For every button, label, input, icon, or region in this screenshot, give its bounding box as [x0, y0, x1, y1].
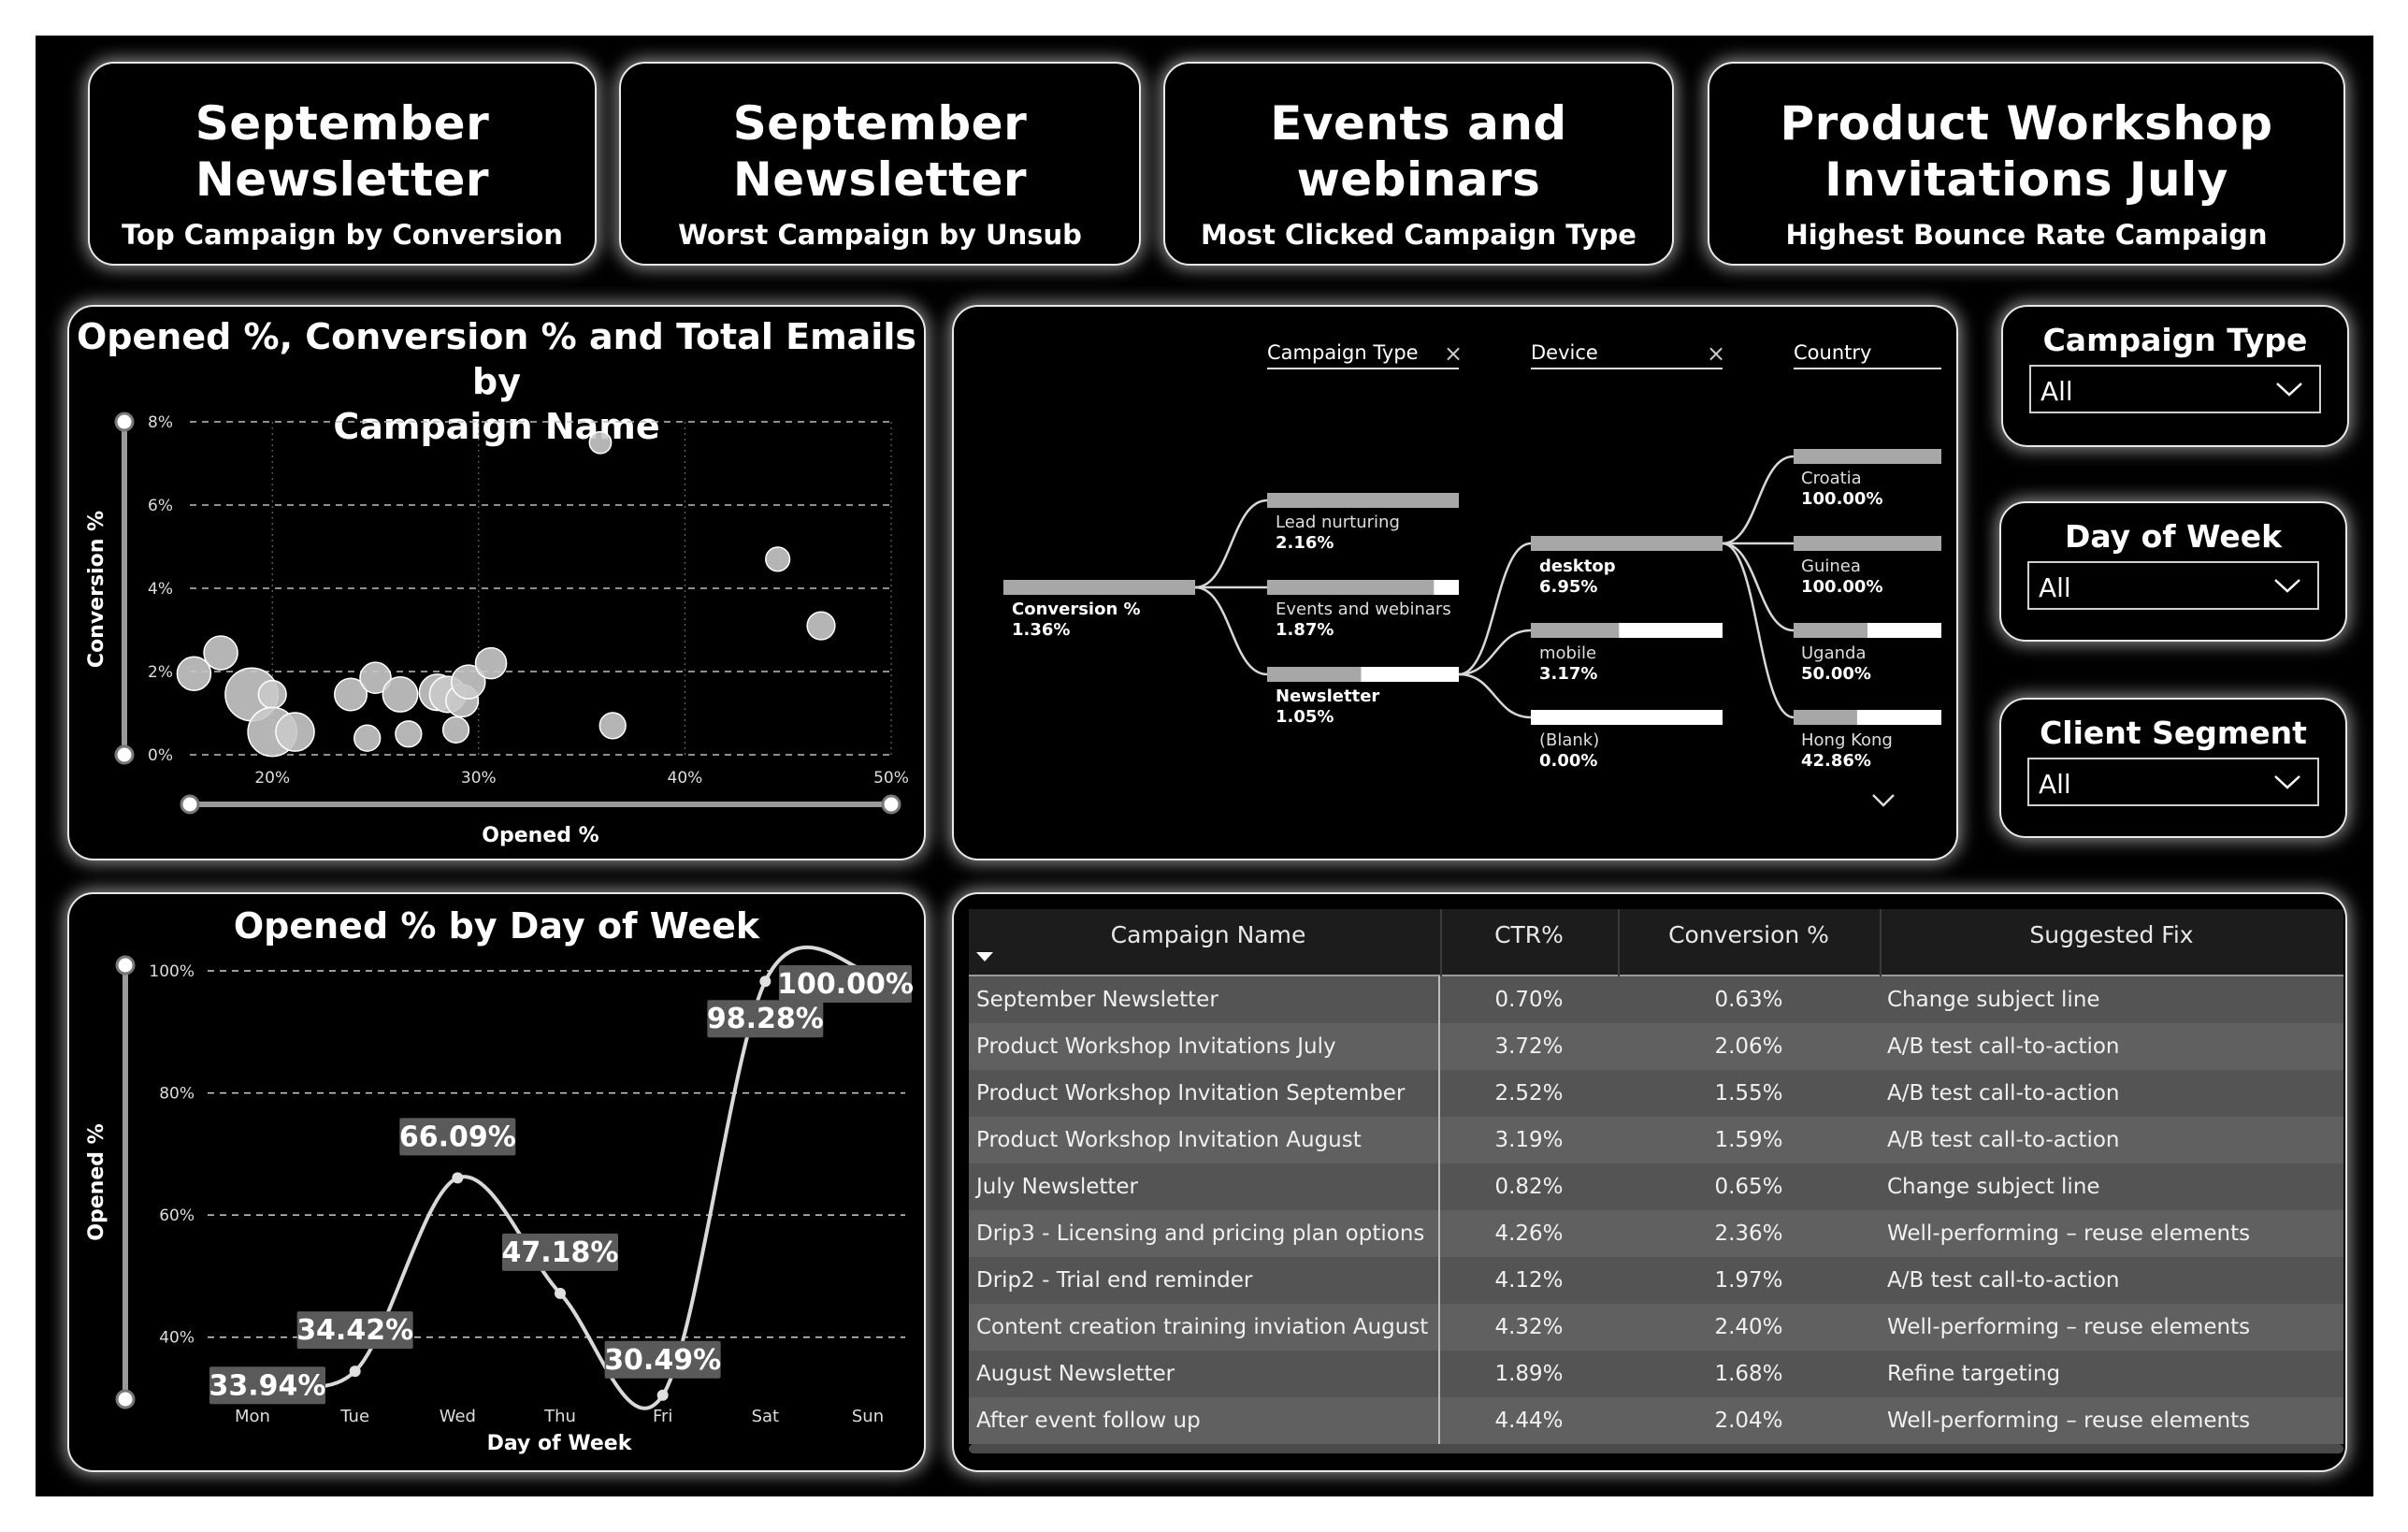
cell-suggested-fix: Change subject line: [1887, 1175, 2100, 1199]
header-divider: [1618, 909, 1620, 976]
cell-conversion: 1.59%: [1714, 1128, 1783, 1152]
cell-ctr: 4.32%: [1494, 1315, 1564, 1339]
campaign-type-dropdown[interactable]: All: [2029, 365, 2321, 413]
slicer-client-segment: Client Segment All: [1999, 698, 2347, 838]
cell-conversion: 2.40%: [1714, 1315, 1783, 1339]
slicer-campaign-type: Campaign Type All: [2001, 305, 2349, 447]
cell-suggested-fix: A/B test call-to-action: [1887, 1081, 2120, 1106]
chevron-down-icon[interactable]: [2272, 571, 2302, 600]
cell-conversion: 2.36%: [1714, 1221, 1783, 1246]
table-row[interactable]: Product Workshop Invitations July 3.72% 2.…: [969, 1023, 2343, 1070]
cell-ctr: 2.52%: [1494, 1081, 1564, 1106]
slicer-title: Day of Week: [2064, 518, 2283, 555]
cell-campaign-name: Drip3 - Licensing and pricing plan optio…: [969, 1210, 1440, 1257]
table-row[interactable]: Product Workshop Invitation August 3.19% 1…: [969, 1117, 2343, 1163]
cell-ctr: 3.19%: [1494, 1128, 1564, 1152]
table-row[interactable]: After event follow up 4.44% 2.04% Well-perf…: [969, 1397, 2343, 1444]
campaign-table: Campaign Name CTR% Conversion % Suggeste…: [969, 909, 2343, 1453]
client-segment-dropdown[interactable]: All: [2027, 758, 2319, 806]
kpi-value: Events and webinars: [1270, 96, 1567, 207]
cell-campaign-name: Product Workshop Invitation August: [969, 1117, 1440, 1163]
table-row[interactable]: July Newsletter 0.82% 0.65% Change subject …: [969, 1163, 2343, 1210]
kpi-caption: Top Campaign by Conversion: [122, 219, 563, 251]
decomposition-tree-card: [952, 305, 1958, 860]
cell-conversion: 1.55%: [1714, 1081, 1783, 1106]
chevron-down-icon[interactable]: [2272, 767, 2302, 797]
header-divider: [1440, 909, 1442, 976]
cell-conversion: 0.65%: [1714, 1175, 1783, 1199]
cell-suggested-fix: A/B test call-to-action: [1887, 1128, 2120, 1152]
slicer-title: Client Segment: [2040, 715, 2307, 751]
column-header-suggested-fix[interactable]: Suggested Fix: [2029, 921, 2194, 948]
kpi-value: September Newsletter: [195, 96, 490, 207]
cell-campaign-name: Drip2 - Trial end reminder: [969, 1257, 1440, 1304]
cell-suggested-fix: A/B test call-to-action: [1887, 1034, 2120, 1059]
line-chart-title: Opened % by Day of Week: [233, 905, 760, 947]
cell-suggested-fix: Well-performing – reuse elements: [1887, 1409, 2251, 1433]
cell-conversion: 0.63%: [1714, 988, 1783, 1012]
slicer-title: Campaign Type: [2042, 322, 2308, 358]
table-body: September Newsletter 0.70% 0.63% Change sub…: [969, 976, 2343, 1444]
chevron-down-icon[interactable]: [2274, 374, 2304, 404]
cell-campaign-name: August Newsletter: [969, 1351, 1440, 1397]
kpi-card-worst-campaign: September Newsletter Worst Campaign by Un…: [619, 62, 1141, 266]
table-row[interactable]: Content creation training inviation Augu…: [969, 1304, 2343, 1351]
cell-ctr: 4.26%: [1494, 1221, 1564, 1246]
table-row[interactable]: Drip3 - Licensing and pricing plan optio…: [969, 1210, 2343, 1257]
kpi-caption: Most Clicked Campaign Type: [1201, 219, 1637, 251]
table-row[interactable]: August Newsletter 1.89% 1.68% Refine target…: [969, 1351, 2343, 1397]
dropdown-value: All: [2039, 769, 2071, 800]
line-chart-card: Opened % by Day of Week: [67, 892, 926, 1472]
cell-campaign-name: Product Workshop Invitations July: [969, 1023, 1440, 1070]
cell-conversion: 1.68%: [1714, 1362, 1783, 1386]
dropdown-value: All: [2039, 572, 2071, 603]
table-row[interactable]: Product Workshop Invitation September 2.5…: [969, 1070, 2343, 1117]
scatter-title: Opened %, Conversion % and Total Emails …: [77, 316, 916, 447]
kpi-value: September Newsletter: [732, 96, 1028, 207]
cell-campaign-name: Content creation training inviation Augu…: [969, 1304, 1440, 1351]
table-row[interactable]: Drip2 - Trial end reminder 4.12% 1.97% A/B …: [969, 1257, 2343, 1304]
kpi-card-most-clicked-type: Events and webinars Most Clicked Campaign…: [1163, 62, 1674, 266]
day-of-week-dropdown[interactable]: All: [2027, 561, 2319, 610]
cell-suggested-fix: Refine targeting: [1887, 1362, 2061, 1386]
cell-conversion: 1.97%: [1714, 1268, 1783, 1293]
cell-ctr: 4.44%: [1494, 1409, 1564, 1433]
horizontal-scrollbar[interactable]: [969, 1444, 2343, 1453]
cell-suggested-fix: Well-performing – reuse elements: [1887, 1315, 2251, 1339]
cell-suggested-fix: Well-performing – reuse elements: [1887, 1221, 2251, 1246]
kpi-caption: Highest Bounce Rate Campaign: [1785, 219, 2268, 251]
kpi-value: Product Workshop Invitations July: [1780, 96, 2273, 207]
cell-ctr: 0.70%: [1494, 988, 1564, 1012]
cell-campaign-name: July Newsletter: [969, 1163, 1440, 1210]
cell-campaign-name: After event follow up: [969, 1397, 1440, 1444]
table-header: Campaign Name CTR% Conversion % Suggeste…: [969, 909, 2343, 976]
sort-descending-icon[interactable]: [976, 952, 993, 963]
kpi-card-top-campaign: September Newsletter Top Campaign by Conv…: [88, 62, 597, 266]
cell-suggested-fix: A/B test call-to-action: [1887, 1268, 2120, 1293]
cell-conversion: 2.06%: [1714, 1034, 1783, 1059]
kpi-caption: Worst Campaign by Unsub: [678, 219, 1082, 251]
cell-ctr: 3.72%: [1494, 1034, 1564, 1059]
column-header-conversion[interactable]: Conversion %: [1668, 921, 1829, 948]
cell-conversion: 2.04%: [1714, 1409, 1783, 1433]
cell-campaign-name: Product Workshop Invitation September: [969, 1070, 1440, 1117]
scatter-chart-card: Opened %, Conversion % and Total Emails …: [67, 305, 926, 860]
header-divider: [1880, 909, 1882, 976]
cell-ctr: 0.82%: [1494, 1175, 1564, 1199]
table-row[interactable]: September Newsletter 0.70% 0.63% Change sub…: [969, 976, 2343, 1023]
cell-suggested-fix: Change subject line: [1887, 988, 2100, 1012]
column-header-campaign-name[interactable]: Campaign Name: [1110, 921, 1306, 948]
cell-ctr: 4.12%: [1494, 1268, 1564, 1293]
slicer-day-of-week: Day of Week All: [1999, 501, 2347, 642]
kpi-card-bounce-rate: Product Workshop Invitations July Highest…: [1708, 62, 2345, 266]
cell-ctr: 1.89%: [1494, 1362, 1564, 1386]
dropdown-value: All: [2040, 376, 2073, 407]
cell-campaign-name: September Newsletter: [969, 976, 1440, 1023]
column-header-ctr[interactable]: CTR%: [1494, 921, 1564, 948]
